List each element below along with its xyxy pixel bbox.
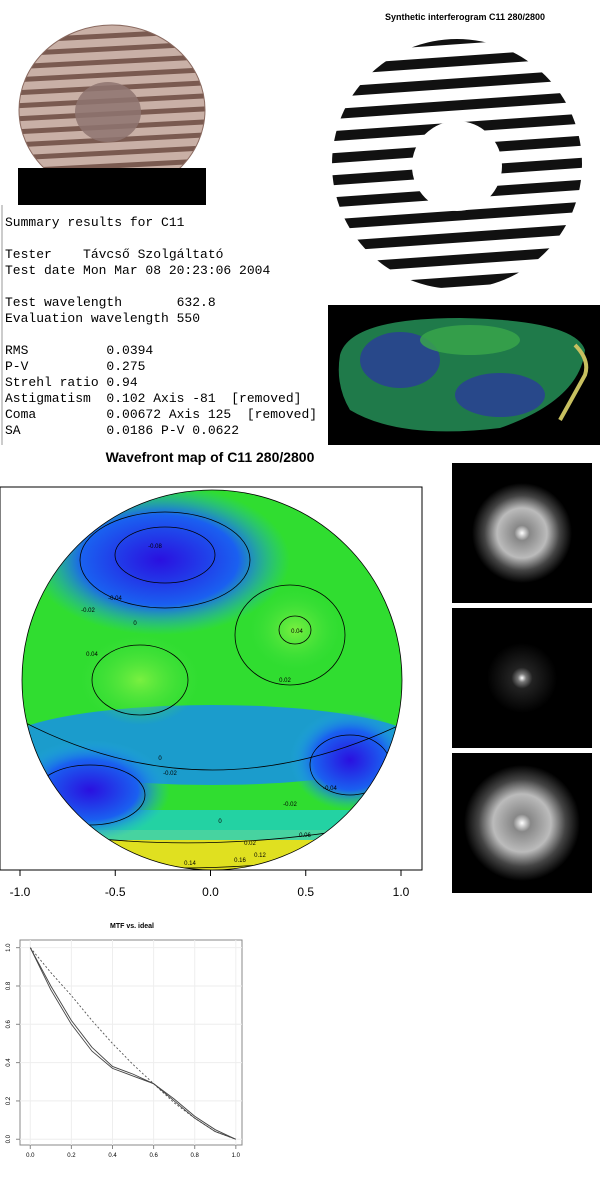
- x-tick-label: 0.4: [108, 1153, 117, 1159]
- mtf-line: [29, 947, 236, 1140]
- contour-label: 0.16: [234, 858, 246, 864]
- wavefront-annotations: -1.0 -0.5 0.0 0.5 1.0 -0.08 -0.04 -0.02 0 0.04 0.0…: [10, 544, 410, 899]
- mtf-plot: 0.0 0.2 0.4 0.6 0.8 1.0 0.0 0.2 0.4 0.6 0.8 1.0: [6, 940, 242, 1159]
- summary-line: Evaluation wavelength 550: [5, 311, 200, 326]
- x-tick-label: 1.0: [232, 1153, 241, 1159]
- wavefront-surface: [22, 490, 402, 870]
- contour-label: 0.02: [244, 841, 256, 847]
- summary-line: Test date Mon Mar 08 20:23:06 2004: [5, 263, 270, 278]
- mtf-title: MTF vs. ideal: [110, 923, 154, 930]
- mtf-line: [29, 947, 237, 1140]
- y-tick-label: 0.4: [6, 1058, 12, 1067]
- summary-line: SA 0.0186 P-V 0.0622: [5, 423, 239, 438]
- contour-label: -0.02: [283, 802, 297, 808]
- x-tick-label: -0.5: [105, 885, 126, 899]
- contour-label: 0.02: [279, 678, 291, 684]
- x-tick-label: 0.0: [26, 1153, 35, 1159]
- summary-line: Strehl ratio 0.94: [5, 375, 138, 390]
- pupil-edge: [21, 489, 403, 871]
- summary: Summary results for C11 Tester Távcső Szo…: [5, 215, 317, 438]
- x-tick-label: 1.0: [393, 885, 410, 899]
- x-tick-label: 0.2: [67, 1153, 76, 1159]
- y-tick-label: 0.6: [6, 1019, 12, 1028]
- summary-line: Tester Távcső Szolgáltató: [5, 247, 223, 262]
- contour-label: 0: [133, 621, 137, 627]
- summary-line: RMS 0.0394: [5, 343, 153, 358]
- contour-label: -0.04: [323, 786, 337, 792]
- contour-label: -0.02: [163, 771, 177, 777]
- psf-images: [452, 463, 592, 893]
- contour-label: 0: [158, 756, 162, 762]
- wavefront-title: Wavefront map of C11 280/2800: [106, 449, 315, 465]
- mtf-line: [29, 947, 236, 1140]
- interferogram-title: Synthetic interferogram C11 280/2800: [385, 12, 545, 22]
- contour-label: 0.04: [86, 652, 98, 658]
- summary-line: Astigmatism 0.102 Axis -81 [removed]: [5, 391, 301, 406]
- summary-line: Summary results for C11: [5, 215, 185, 230]
- y-tick-label: 0.0: [6, 1134, 12, 1143]
- x-tick-label: 0.5: [297, 885, 314, 899]
- mtf-frame: [19, 939, 243, 1146]
- interferogram: [332, 39, 582, 289]
- y-tick-label: 0.8: [6, 981, 12, 990]
- x-tick-label: 0.6: [149, 1153, 158, 1159]
- surface-render: [328, 305, 600, 445]
- x-tick-label: 0.8: [191, 1153, 200, 1159]
- x-tick-label: -1.0: [10, 885, 31, 899]
- contour-label: 0.04: [291, 629, 303, 635]
- y-tick-label: 0.2: [6, 1096, 12, 1105]
- summary-line: Coma 0.00672 Axis 125 [removed]: [5, 407, 317, 422]
- contour-label: 0.14: [184, 861, 196, 867]
- y-tick-label: 1.0: [6, 943, 12, 952]
- summary-line: Test wavelength 632.8: [5, 295, 216, 310]
- summary-line: P-V 0.275: [5, 359, 145, 374]
- contour-label: -0.08: [148, 544, 162, 550]
- mirror-photo: [18, 24, 206, 205]
- contour-label: -0.04: [108, 596, 122, 602]
- contour-label: 0.12: [254, 853, 266, 859]
- x-tick-label: 0.0: [202, 885, 219, 899]
- contour-label: 0: [218, 819, 222, 825]
- contour-label: -0.02: [81, 608, 95, 614]
- contour-label: 0.06: [299, 833, 311, 839]
